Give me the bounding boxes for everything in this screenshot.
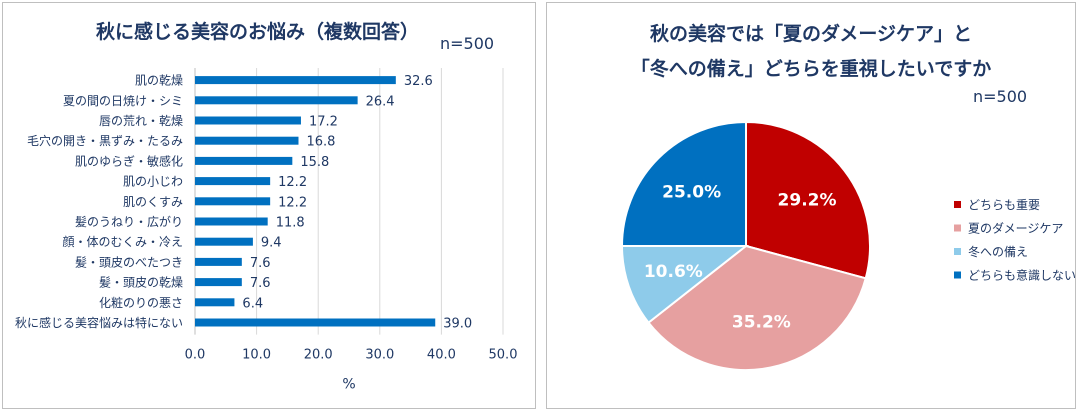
- bar: [195, 257, 242, 266]
- value-label: 32.6: [404, 74, 433, 89]
- bar: [195, 217, 268, 226]
- pie-chart-title-line2: 「冬への備え」どちらを重視したいですか: [630, 58, 992, 80]
- category-label: 秋に感じる美容悩みは特にない: [15, 315, 183, 330]
- bar: [195, 116, 301, 125]
- value-label: 7.6: [250, 276, 271, 291]
- value-label: 7.6: [250, 256, 271, 271]
- category-label: 髪・頭皮の乾燥: [99, 276, 183, 290]
- pie-chart-panel: 秋の美容では「夏のダメージケア」と 「冬への備え」どちらを重視したいですか n=…: [546, 2, 1076, 409]
- slice-value-label: 29.2%: [778, 190, 837, 210]
- bar: [195, 76, 396, 85]
- bar-chart-svg: 0.0 10.0 20.0 30.0 40.0 50.0 肌の乾燥 32.6 夏の間の日焼け・シ…: [15, 68, 518, 393]
- bar: [195, 177, 271, 186]
- value-label: 17.2: [309, 115, 338, 130]
- x-tick-label: 0.0: [185, 348, 206, 363]
- legend-label: 冬への備え: [968, 244, 1028, 259]
- value-label: 16.8: [306, 135, 335, 150]
- bar-chart-title: 秋に感じる美容のお悩み（複数回答）: [96, 21, 420, 43]
- pie-slice: [745, 120, 871, 280]
- x-tick-label: 20.0: [304, 348, 333, 363]
- bar: [195, 136, 299, 145]
- legend-label: どちらも重要: [968, 198, 1040, 212]
- x-tick-label: 40.0: [427, 348, 456, 363]
- bar: [195, 298, 235, 307]
- bar: [195, 278, 242, 287]
- bar: [195, 237, 253, 246]
- x-tick-label: 50.0: [489, 348, 518, 363]
- bar: [195, 156, 293, 165]
- pie-chart-n-label: n=500: [973, 87, 1028, 106]
- x-tick-label: 10.0: [242, 348, 271, 363]
- x-axis-label: %: [342, 377, 355, 393]
- category-label: 肌のくすみ: [123, 195, 183, 209]
- category-label: 唇の荒れ・乾燥: [99, 114, 183, 128]
- value-label: 12.2: [278, 195, 307, 210]
- legend-swatch: [954, 224, 961, 232]
- value-label: 6.4: [242, 296, 263, 311]
- pie-slice: [647, 244, 867, 371]
- bar-chart-n-label: n=500: [440, 34, 495, 53]
- pie-slice: [620, 245, 749, 325]
- pie-slice: [620, 120, 747, 247]
- slice-value-label: 25.0%: [662, 183, 721, 203]
- value-label: 11.8: [276, 216, 305, 231]
- category-label: 肌のゆらぎ・敏感化: [75, 153, 183, 168]
- category-label: 化粧のりの悪さ: [99, 296, 183, 310]
- slice-value-label: 35.2%: [732, 312, 791, 332]
- legend-swatch: [954, 201, 961, 208]
- pie-chart-svg: 29.2% 35.2% 10.6% 25.0% どちらも重要夏のダメージケア冬への備えど…: [620, 120, 1075, 371]
- x-tick-label: 30.0: [365, 348, 394, 363]
- bar-chart-panel: 秋に感じる美容のお悩み（複数回答） n=500 0.0 10.0 20.0 30.0 4…: [2, 2, 536, 409]
- legend-label: どちらも意識しない: [968, 268, 1075, 283]
- legend-swatch: [954, 248, 961, 255]
- value-label: 9.4: [261, 236, 282, 251]
- bar: [195, 197, 271, 206]
- bar: [195, 96, 358, 105]
- category-label: 髪・頭皮のべたつき: [75, 255, 183, 269]
- value-label: 39.0: [443, 317, 472, 332]
- category-label: 顔・体のむくみ・冷え: [63, 234, 183, 249]
- value-label: 15.8: [300, 155, 329, 170]
- category-label: 肌の乾燥: [135, 74, 183, 88]
- pie-chart-title-line1: 秋の美容では「夏のダメージケア」と: [649, 23, 973, 45]
- category-label: 髪のうねり・広がり: [75, 214, 183, 229]
- legend-label: 夏のダメージケア: [968, 221, 1063, 236]
- slice-value-label: 10.6%: [644, 262, 703, 282]
- category-label: 肌の小じわ: [123, 175, 183, 189]
- value-label: 26.4: [366, 94, 395, 109]
- bar: [195, 318, 436, 327]
- value-label: 12.2: [278, 175, 307, 190]
- legend-swatch: [954, 271, 961, 279]
- category-label: 毛穴の開き・黒ずみ・たるみ: [27, 133, 183, 148]
- category-label: 夏の間の日焼け・シミ: [63, 94, 183, 108]
